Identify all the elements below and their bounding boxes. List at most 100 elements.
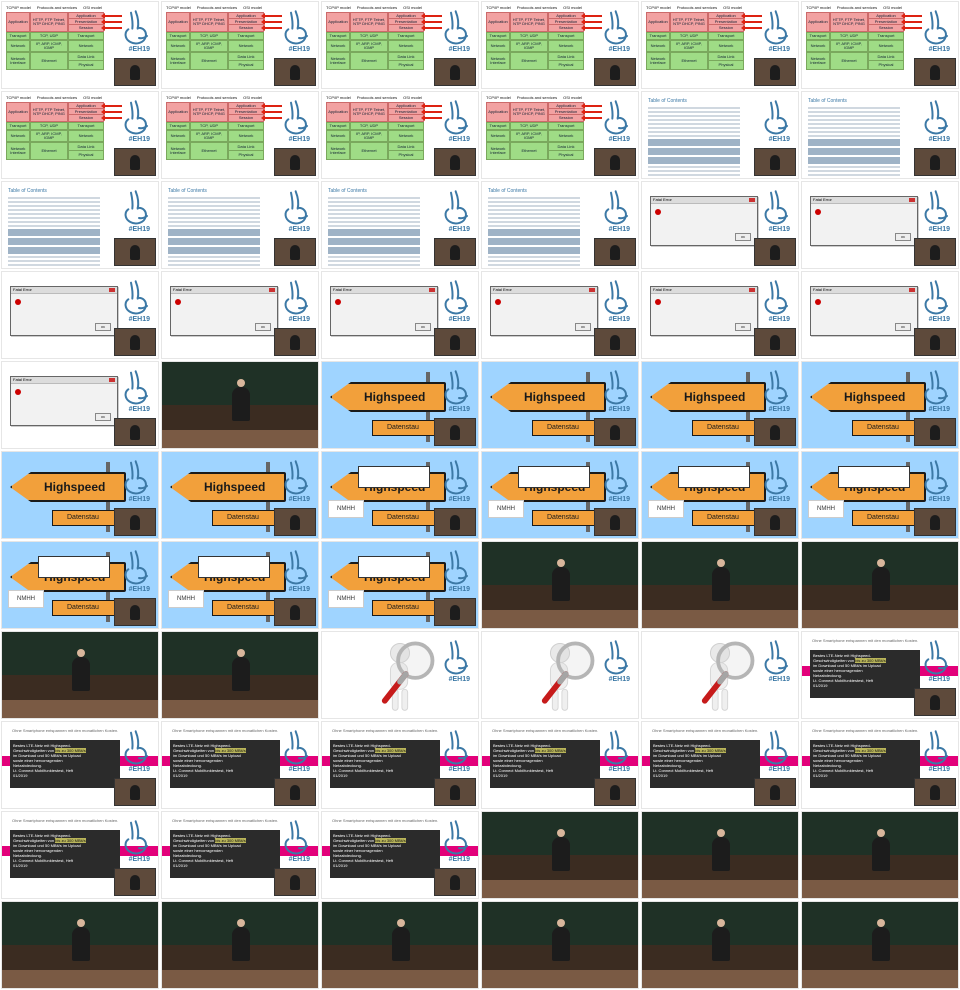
- toc-line: [808, 115, 900, 117]
- claim-line1: Bestes LTE-Netz mit Highspeed-: [653, 743, 711, 748]
- tmobile-top-text: Ohne Smartphone entspannen mit den monat…: [332, 818, 439, 823]
- thumbnail-tile: [481, 901, 639, 989]
- thumbnail-tile: Fatal Error OK #EH19: [161, 271, 319, 359]
- speaker: [72, 919, 90, 961]
- thumbnail-tile: HighspeedDatenstauNMHH #EH19: [161, 541, 319, 629]
- speaker-camera-inset: [434, 418, 476, 446]
- toc-line: [648, 166, 740, 168]
- ok-button[interactable]: OK: [95, 413, 111, 421]
- header-protocols: Protocols and services: [516, 5, 558, 10]
- thumbnail-tile: [641, 901, 799, 989]
- tcpip-application: Application: [326, 12, 350, 32]
- eh19-tag: #EH19: [448, 496, 470, 503]
- close-icon[interactable]: [109, 378, 115, 382]
- osi-network: Network: [548, 130, 584, 142]
- claim-line5: Netzabdeckung.: [173, 763, 202, 768]
- red-arrow-icon: [581, 13, 602, 19]
- eh19-logo-icon: [764, 10, 788, 45]
- toc-line: [328, 217, 420, 219]
- claim-line7: 01/2019: [653, 773, 668, 778]
- toc-line: [328, 213, 420, 215]
- header-osi: OSI model: [83, 5, 102, 10]
- datenstau-sign: Datenstau: [212, 600, 294, 616]
- toc-line: [808, 174, 900, 176]
- header-protocols: Protocols and services: [36, 95, 78, 100]
- close-icon[interactable]: [749, 198, 755, 202]
- ok-button[interactable]: OK: [735, 233, 751, 241]
- tcp-udp: TCP, UDP: [670, 32, 708, 40]
- red-arrow-icon: [101, 19, 122, 25]
- close-icon[interactable]: [909, 288, 915, 292]
- dialog-titlebar: Fatal Error: [651, 287, 757, 294]
- lte-claim-box: Bestes LTE-Netz mit Highspeed- Geschwindi…: [330, 830, 440, 878]
- header-osi: OSI model: [563, 5, 582, 10]
- datenstau-text: Datenstau: [707, 514, 739, 521]
- toc-line: [648, 111, 740, 113]
- toc-line: [488, 247, 580, 254]
- ok-button[interactable]: OK: [95, 323, 111, 331]
- speaker-camera-inset: [594, 328, 636, 356]
- eh19-logo-icon: [764, 730, 788, 765]
- speaker: [552, 919, 570, 961]
- speaker: [232, 379, 250, 421]
- close-icon[interactable]: [109, 288, 115, 292]
- osi-headers: TCP/IP model Protocols and services OSI mo…: [486, 5, 582, 11]
- ok-button[interactable]: OK: [735, 323, 751, 331]
- eh19-tag: #EH19: [768, 316, 790, 323]
- ok-button[interactable]: OK: [255, 323, 271, 331]
- tcpip-interface: Network Interface: [486, 52, 510, 70]
- claim-line7: 01/2019: [173, 773, 188, 778]
- ok-button[interactable]: OK: [575, 323, 591, 331]
- close-icon[interactable]: [429, 288, 435, 292]
- eh19-tag: #EH19: [768, 46, 790, 53]
- toc-title: Table of Contents: [8, 188, 47, 194]
- close-icon[interactable]: [749, 288, 755, 292]
- thumbnail-tile: Table of Contents #EH19: [321, 181, 479, 269]
- claim-line1: Bestes LTE-Netz mit Highspeed-: [173, 743, 231, 748]
- nmhh-logo: NMHH: [328, 590, 364, 608]
- lte-claim-box: Bestes LTE-Netz mit Highspeed- Geschwindi…: [170, 740, 280, 788]
- eh19-tag: #EH19: [128, 586, 150, 593]
- ok-button[interactable]: OK: [895, 323, 911, 331]
- ok-button[interactable]: OK: [415, 323, 431, 331]
- dialog-titlebar: Fatal Error: [331, 287, 437, 294]
- eh19-tag: #EH19: [448, 676, 470, 683]
- thumbnail-tile: [801, 541, 959, 629]
- thumbnail-tile: [481, 811, 639, 899]
- eh19-tag: #EH19: [928, 496, 950, 503]
- dialog-titlebar: Fatal Error: [171, 287, 277, 294]
- thumbnail-tile: Table of Contents #EH19: [1, 181, 159, 269]
- ethernet: Ethernet: [510, 52, 548, 70]
- toc-line: [328, 264, 420, 266]
- ethernet: Ethernet: [670, 52, 708, 70]
- thumbnail-tile: Highspeed Datenstau #EH19: [321, 361, 479, 449]
- tcpip-network: Network: [6, 130, 30, 142]
- overlay-board: [38, 556, 110, 578]
- close-icon[interactable]: [589, 288, 595, 292]
- datenstau-text: Datenstau: [867, 424, 899, 431]
- speaker-camera-inset: [594, 58, 636, 86]
- claim-line6: Lt. Connect Mobilfunktestest, Heft: [813, 678, 874, 683]
- speaker-camera-inset: [274, 508, 316, 536]
- claim-line4: sowie einer hervorragenden: [173, 848, 223, 853]
- thumbnail-tile: [641, 811, 799, 899]
- claim-line4: sowie einer hervorragenden: [333, 848, 383, 853]
- toc-line: [328, 260, 420, 262]
- tcpip-network: Network: [806, 40, 830, 52]
- close-icon[interactable]: [269, 288, 275, 292]
- speaker-camera-inset: [274, 148, 316, 176]
- tcpip-interface: Network Interface: [486, 142, 510, 160]
- services-block: HTTP, FTP Telnet, NTP DHCP, PING: [190, 12, 228, 32]
- toc-lines: [488, 195, 580, 266]
- close-icon[interactable]: [909, 198, 915, 202]
- toc-line: [808, 107, 900, 109]
- ok-button[interactable]: OK: [895, 233, 911, 241]
- thumbnail-tile: TCP/IP model Protocols and services OSI mo…: [481, 1, 639, 89]
- toc-line: [168, 209, 260, 211]
- toc-line: [8, 205, 100, 207]
- tmobile-top-text: Ohne Smartphone entspannen mit den monat…: [332, 728, 439, 733]
- toc-line: [808, 157, 900, 164]
- osi-headers: TCP/IP model Protocols and services OSI mo…: [6, 95, 102, 101]
- toc-line: [168, 238, 260, 245]
- lte-claim-box: Bestes LTE-Netz mit Highspeed- Geschwindi…: [810, 650, 920, 698]
